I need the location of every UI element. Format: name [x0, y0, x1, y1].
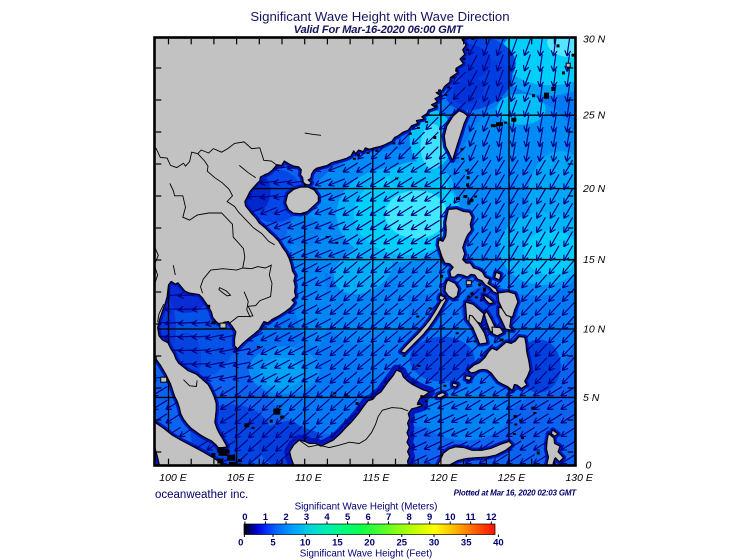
svg-text:10 N: 10 N: [583, 324, 606, 336]
svg-text:30 N: 30 N: [583, 33, 606, 45]
svg-text:Significant Wave Height with W: Significant Wave Height with Wave Direct…: [250, 9, 509, 24]
svg-text:Significant Wave Height (Meter: Significant Wave Height (Meters): [295, 502, 438, 513]
svg-text:40: 40: [493, 538, 504, 549]
svg-text:5: 5: [270, 538, 276, 549]
svg-text:0: 0: [242, 512, 247, 523]
svg-text:4: 4: [324, 512, 330, 523]
svg-text:5 N: 5 N: [583, 392, 600, 404]
svg-text:9: 9: [427, 512, 432, 523]
svg-text:105 E: 105 E: [227, 472, 255, 484]
svg-text:12: 12: [486, 512, 497, 523]
svg-text:35: 35: [461, 538, 472, 549]
svg-text:3: 3: [304, 512, 309, 523]
svg-text:5: 5: [345, 512, 351, 523]
svg-text:25: 25: [397, 538, 408, 549]
svg-text:2: 2: [283, 512, 288, 523]
svg-text:0: 0: [238, 538, 243, 549]
svg-text:oceanweather inc.: oceanweather inc.: [155, 489, 248, 501]
svg-text:130 E: 130 E: [565, 472, 593, 484]
svg-text:120 E: 120 E: [430, 472, 458, 484]
svg-text:0: 0: [586, 460, 592, 472]
svg-text:25 N: 25 N: [582, 110, 606, 122]
svg-text:15 N: 15 N: [583, 254, 606, 266]
svg-text:20 N: 20 N: [582, 183, 606, 195]
svg-text:1: 1: [263, 512, 269, 523]
svg-text:Significant Wave Height (Feet): Significant Wave Height (Feet): [300, 549, 433, 560]
svg-text:115 E: 115 E: [363, 472, 391, 484]
svg-text:100 E: 100 E: [159, 472, 187, 484]
svg-text:110 E: 110 E: [295, 472, 323, 484]
svg-text:6: 6: [365, 512, 370, 523]
svg-text:Plotted at Mar 16, 2020 02:03: Plotted at Mar 16, 2020 02:03 GMT: [454, 489, 578, 498]
svg-text:30: 30: [429, 538, 440, 549]
svg-text:8: 8: [406, 512, 411, 523]
svg-text:125 E: 125 E: [498, 472, 526, 484]
svg-text:Valid For Mar-16-2020 06:00 GM: Valid For Mar-16-2020 06:00 GMT: [294, 24, 464, 36]
svg-text:20: 20: [364, 538, 375, 549]
svg-text:10: 10: [445, 512, 456, 523]
svg-text:15: 15: [332, 538, 343, 549]
svg-text:11: 11: [466, 512, 477, 523]
svg-text:10: 10: [300, 538, 311, 549]
svg-text:7: 7: [386, 512, 391, 523]
